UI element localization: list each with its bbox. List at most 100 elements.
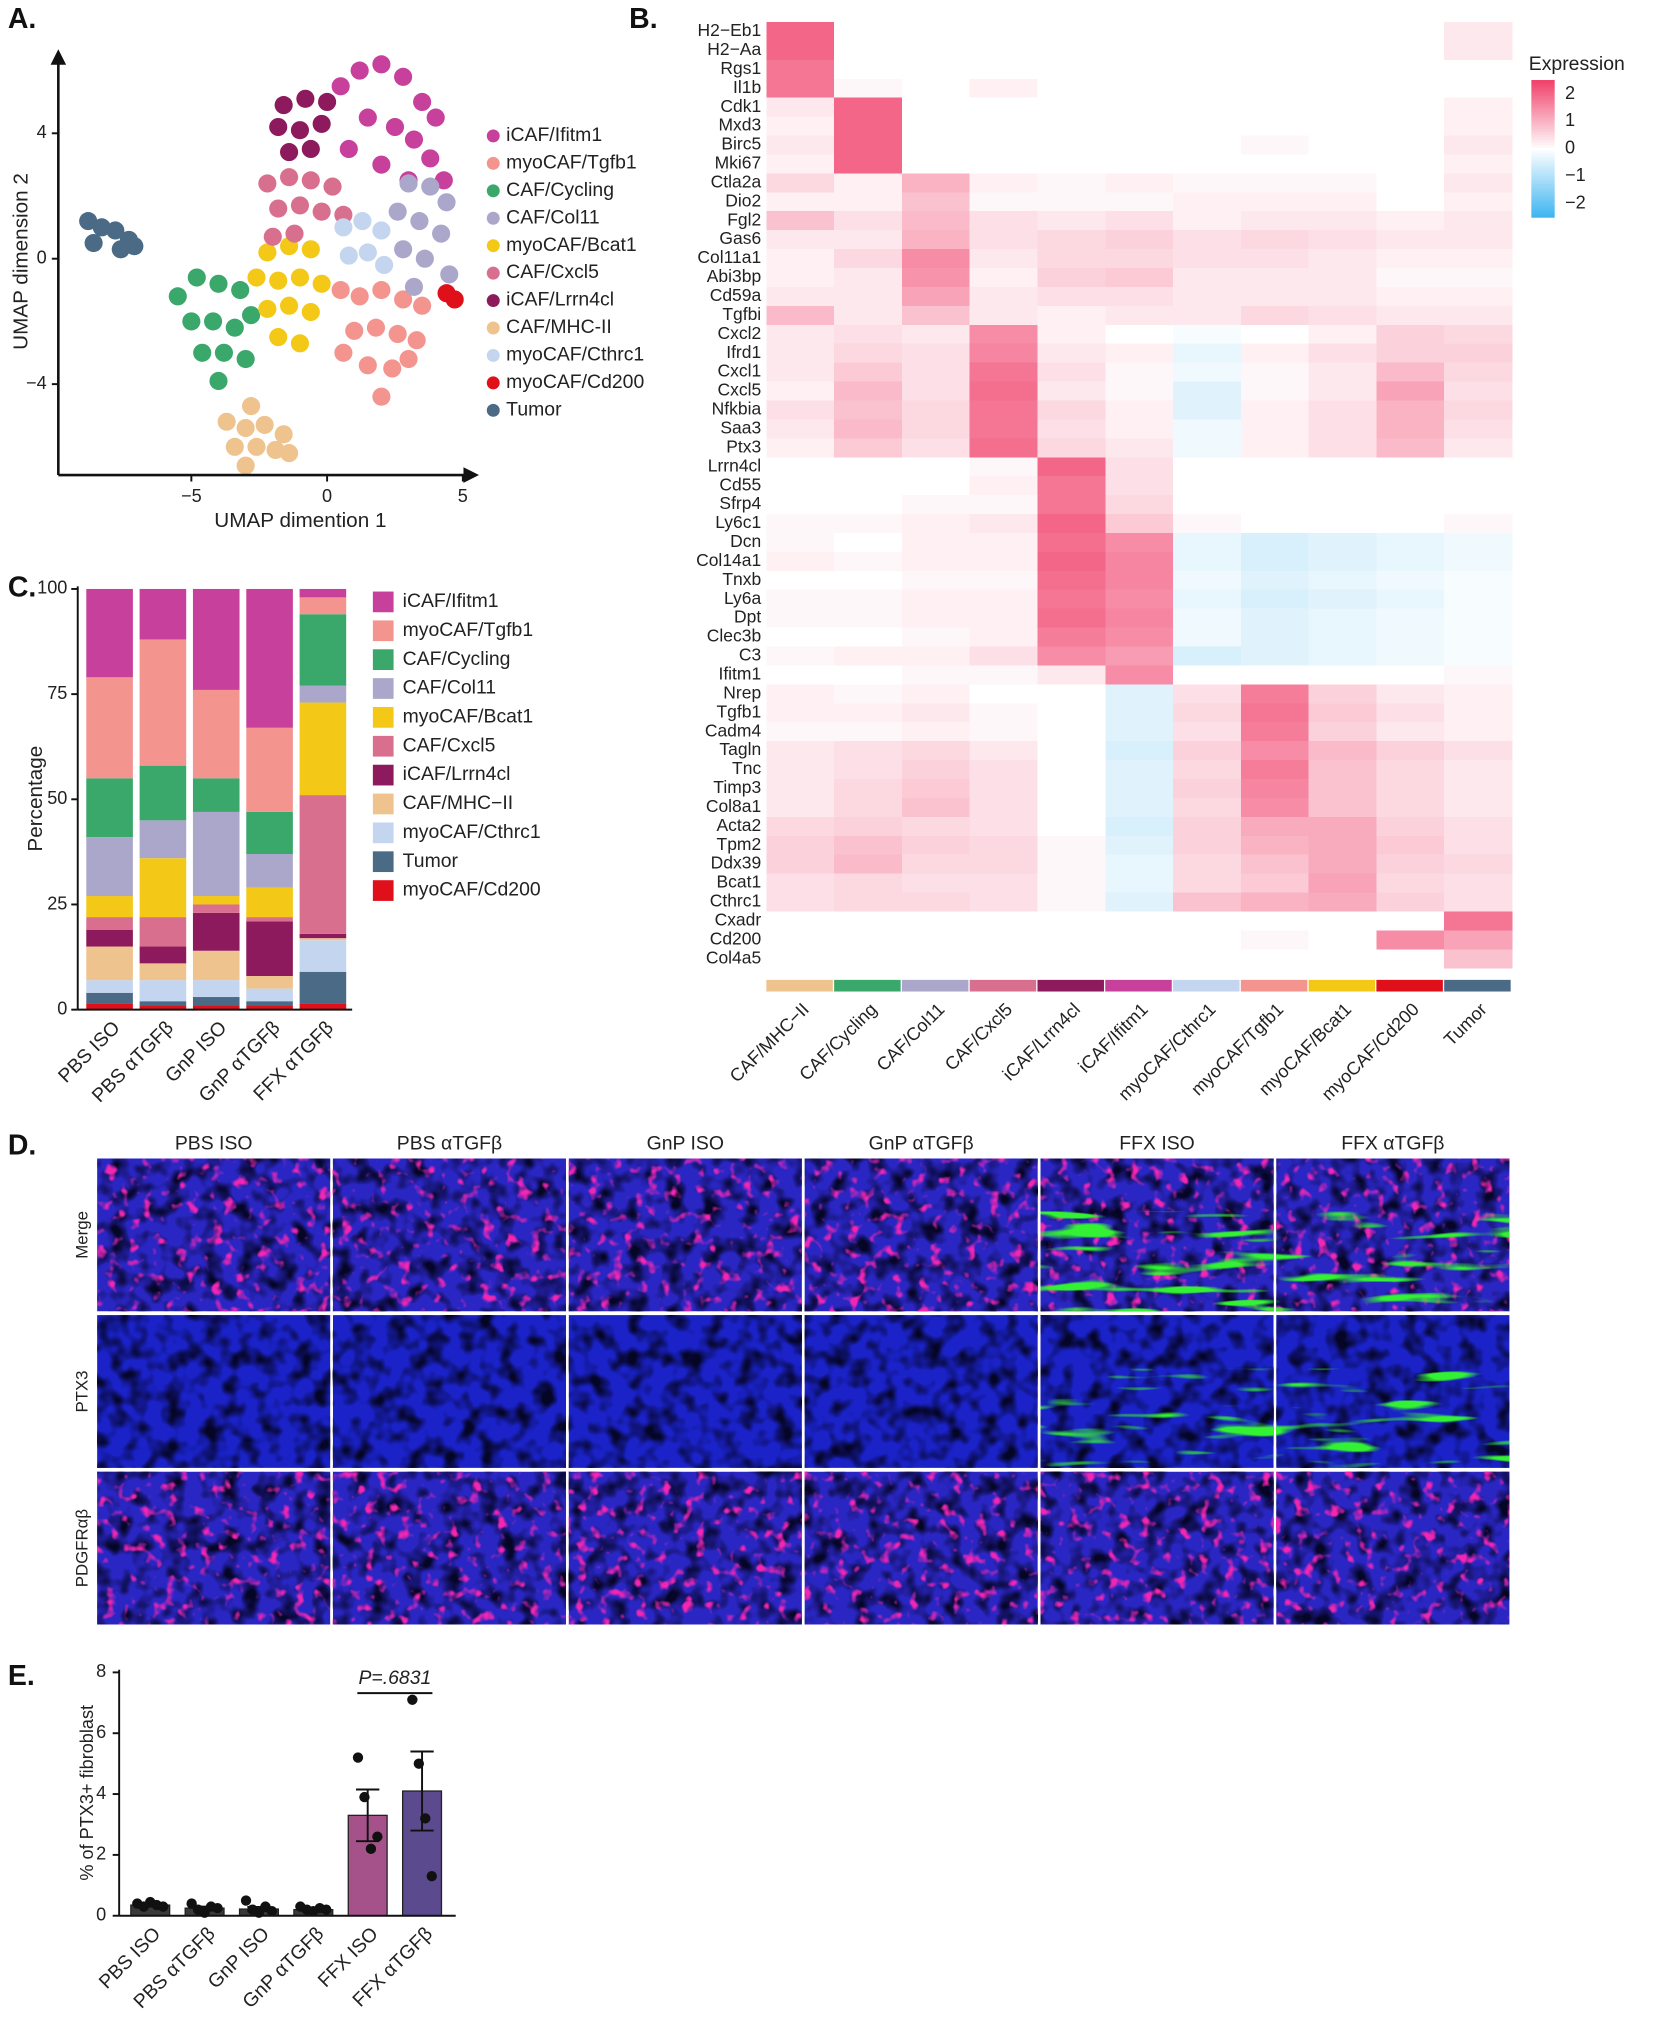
- colorbar-step: [1531, 79, 1555, 84]
- heatmap-cell: [1105, 400, 1174, 420]
- bar-segment: [192, 950, 240, 981]
- colorbar-step: [1531, 168, 1555, 172]
- bar-segment: [299, 685, 347, 703]
- heatmap-cell: [1308, 59, 1377, 80]
- heatmap-cell: [969, 78, 1038, 99]
- heatmap-cell: [1105, 40, 1174, 61]
- heatmap-cell: [766, 684, 835, 704]
- heatmap-cell: [766, 514, 835, 534]
- heatmap-cell: [1308, 873, 1377, 893]
- data-point: [413, 1758, 424, 1769]
- umap-point: [394, 290, 413, 309]
- bar-segment: [192, 912, 240, 951]
- heatmap-cell: [1308, 268, 1377, 288]
- colorbar-step: [1531, 157, 1555, 161]
- heatmap-cell: [1173, 684, 1242, 704]
- y-tick-label: 8: [96, 1661, 106, 1681]
- micrograph-signal: [1276, 1471, 1510, 1625]
- gene-label: Gas6: [719, 228, 761, 248]
- heatmap-cell: [1376, 400, 1445, 420]
- heatmap-cell: [1240, 722, 1309, 742]
- heatmap-cell: [1308, 741, 1377, 761]
- bar-segment: [139, 980, 187, 1002]
- gene-label: Fgl2: [727, 209, 761, 229]
- bar-segment: [192, 997, 240, 1006]
- heatmap-cell: [1308, 797, 1377, 818]
- heatmap-cell: [834, 684, 903, 704]
- heatmap-cell: [1240, 154, 1309, 174]
- bar-segment: [192, 811, 240, 897]
- colorbar-tick-label: 2: [1565, 83, 1575, 103]
- heatmap-cell: [1037, 551, 1106, 572]
- heatmap-cell: [766, 286, 835, 307]
- colorbar-step: [1531, 178, 1555, 182]
- legend-swatch: [372, 851, 394, 873]
- heatmap-cell: [1308, 419, 1377, 439]
- heatmap-cell: [1376, 589, 1445, 610]
- heatmap-cell: [1308, 627, 1377, 647]
- column-header: FFX αTGFβ: [1341, 1132, 1444, 1154]
- legend-swatch: [486, 294, 500, 308]
- heatmap-cell: [1105, 930, 1174, 950]
- umap-point: [106, 221, 125, 240]
- heatmap-cell: [766, 608, 835, 628]
- heatmap-cell: [1444, 797, 1513, 818]
- heatmap-cell: [969, 211, 1038, 231]
- umap-point: [399, 174, 418, 193]
- heatmap-cell: [1376, 230, 1445, 250]
- heatmap-cell: [1037, 703, 1106, 723]
- heatmap-cell: [1105, 192, 1174, 212]
- y-tick-label: 0: [96, 1905, 106, 1925]
- heatmap-cell: [969, 703, 1038, 723]
- heatmap-cell: [901, 589, 971, 610]
- umap-point: [301, 240, 320, 259]
- gene-label: Clec3b: [707, 626, 761, 646]
- heatmap-cell: [969, 873, 1038, 893]
- heatmap-cell: [766, 532, 835, 553]
- colorbar-step: [1531, 144, 1555, 148]
- heatmap-cell: [1376, 249, 1445, 269]
- heatmap-cell: [1173, 703, 1242, 723]
- heatmap-cell: [1308, 154, 1377, 174]
- heatmap-cell: [1173, 722, 1242, 742]
- heatmap-cell: [1173, 362, 1242, 382]
- heatmap-cell: [1173, 324, 1242, 345]
- heatmap-cell: [1037, 532, 1106, 553]
- heatmap-cell: [969, 797, 1038, 818]
- heatmap-cell: [969, 684, 1038, 704]
- umap-point: [375, 255, 394, 275]
- umap-point: [426, 108, 445, 127]
- y-tick-label: 2: [96, 1844, 106, 1864]
- heatmap-cell: [1376, 570, 1445, 591]
- heatmap-cell: [969, 192, 1038, 212]
- bar-segment: [246, 887, 293, 918]
- heatmap-cell: [766, 760, 835, 780]
- gene-label: Ly6a: [724, 588, 762, 608]
- heatmap-cell: [969, 854, 1038, 874]
- heatmap-cell: [1444, 305, 1513, 326]
- bar-segment: [246, 988, 293, 1002]
- heatmap-cell: [1444, 949, 1513, 969]
- gene-label: Ifrd1: [726, 342, 761, 362]
- gene-label: Cd59a: [710, 285, 762, 305]
- heatmap-cell: [1444, 911, 1513, 931]
- colorbar-step: [1531, 100, 1555, 104]
- heatmap-cell: [1444, 816, 1513, 837]
- heatmap-cell: [1105, 627, 1174, 647]
- heatmap-cell: [901, 400, 971, 420]
- heatmap-cell: [766, 627, 835, 647]
- heatmap-cell: [1240, 949, 1309, 969]
- column-header: PBS ISO: [175, 1132, 253, 1154]
- heatmap-cell: [1444, 627, 1513, 647]
- gene-label: H2−Eb1: [698, 20, 762, 40]
- heatmap-cell: [1105, 797, 1174, 818]
- heatmap-cell: [1444, 22, 1513, 42]
- bar-segment: [139, 639, 187, 766]
- legend-label: myoCAF/Tgfb1: [506, 151, 636, 173]
- heatmap-cell: [1240, 457, 1309, 477]
- legend-swatch: [486, 239, 500, 253]
- colorbar-step: [1531, 196, 1555, 200]
- heatmap-cell: [901, 551, 971, 572]
